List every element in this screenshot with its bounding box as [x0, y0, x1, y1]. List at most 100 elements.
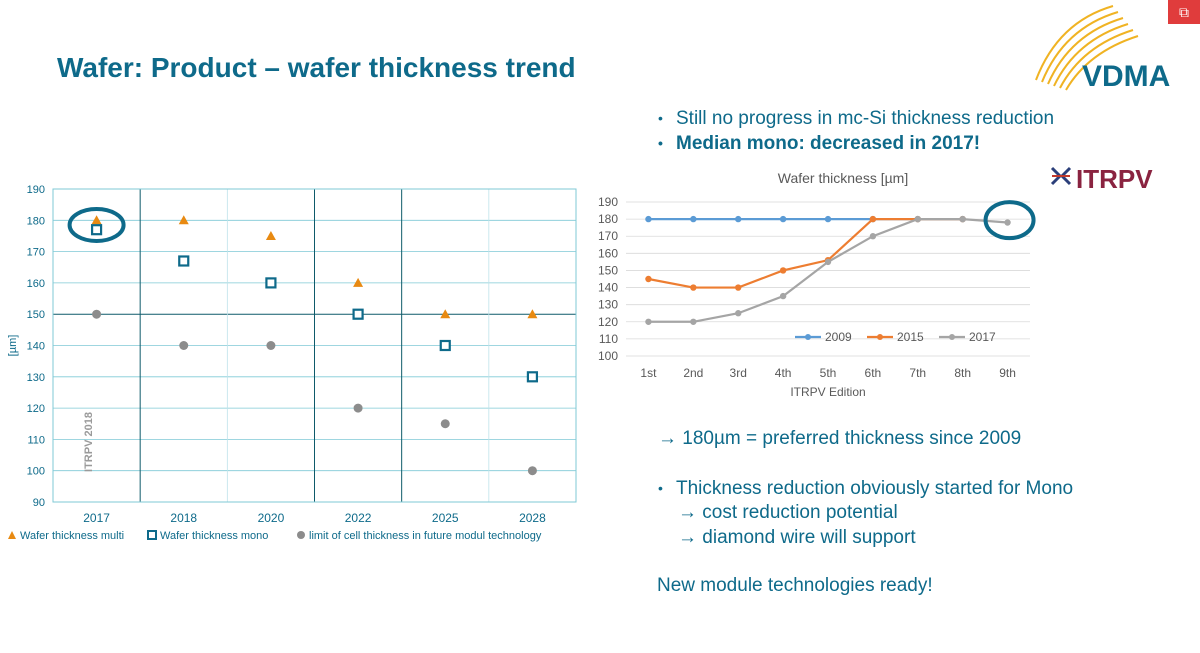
- x-tick-label: 2025: [432, 511, 459, 525]
- mono-marker: [90, 224, 103, 236]
- legend-label: Wafer thickness multi: [20, 530, 124, 542]
- y-tick-label: 140: [598, 281, 618, 295]
- x-tick-label: 3rd: [730, 366, 747, 380]
- y-tick-label: 170: [598, 229, 618, 243]
- x-tick-label: 6th: [865, 366, 882, 380]
- legend-marker-icon: [805, 334, 811, 340]
- series-point-2015: [869, 215, 877, 223]
- y-tick-label: 90: [33, 497, 45, 509]
- y-tick-label: 190: [598, 195, 618, 209]
- series-point-2015: [690, 284, 697, 291]
- legend-label: 2009: [825, 330, 852, 344]
- series-point-2017: [735, 310, 742, 317]
- y-tick-label: 100: [598, 349, 618, 363]
- y-tick-label: 110: [27, 434, 45, 446]
- highlight-ellipse: [67, 206, 126, 243]
- y-tick-label: 130: [27, 372, 45, 384]
- limit-marker: [527, 466, 537, 476]
- series-point-2009: [690, 215, 697, 223]
- x-tick-label: 2020: [258, 511, 285, 525]
- y-tick-label: 110: [599, 332, 618, 346]
- y-tick-label: 170: [27, 247, 45, 259]
- x-axis-label: ITRPV Edition: [790, 385, 865, 398]
- itrpv-edition-chart: Wafer thickness [µm] 100 110 120 130 140 150 16…: [598, 170, 1036, 398]
- series-point-2009: [779, 215, 787, 223]
- itrpv-arrows-icon: [1050, 166, 1072, 186]
- legend-label: 2015: [897, 330, 924, 344]
- preferred-thickness-note: → 180µm = preferred thickness since 2009: [658, 428, 1022, 449]
- top-bullet-list: Still no progress in mc-Si thickness red…: [658, 106, 1054, 156]
- bottom-bullet: Thickness reduction obviously started fo…: [658, 476, 1073, 501]
- closing-statement: New module technologies ready!: [657, 575, 933, 596]
- mono-marker: [439, 339, 451, 352]
- y-tick-label: 160: [598, 246, 618, 260]
- y-tick-label: 100: [27, 466, 45, 478]
- vdma-logo-text: VDMA: [1082, 60, 1170, 93]
- mono-marker: [265, 277, 277, 289]
- mono-marker: [178, 255, 190, 267]
- series-point-2017: [690, 318, 697, 325]
- top-bullet: Still no progress in mc-Si thickness red…: [658, 106, 1054, 131]
- corner-badge-icon[interactable]: ⧉: [1168, 0, 1200, 24]
- series-point-2017: [779, 292, 787, 300]
- y-tick-label: 140: [27, 341, 45, 353]
- series-point-2009: [735, 215, 742, 223]
- series-point-2017: [824, 258, 832, 266]
- itrpv-logo: ITRPV: [1050, 164, 1153, 194]
- y-tick-label: 120: [27, 403, 45, 415]
- y-axis-label: [µm]: [7, 335, 19, 357]
- series-point-2017: [1004, 219, 1011, 226]
- x-tick-label: 7th: [909, 366, 926, 380]
- multi-marker: [91, 215, 102, 225]
- y-tick-label: 120: [598, 315, 618, 329]
- mono-marker: [352, 308, 364, 320]
- series-point-2015: [779, 267, 787, 274]
- chart-title: Wafer thickness [µm]: [778, 170, 908, 186]
- legend-label: limit of cell thickness in future modul …: [309, 530, 542, 542]
- series-point-2015: [645, 275, 652, 283]
- x-tick-label: 5th: [820, 366, 837, 380]
- itrpv-logo-text: ITRPV: [1076, 164, 1153, 194]
- x-tick-label: 2nd: [683, 366, 703, 380]
- limit-marker: [353, 403, 363, 413]
- sub-line-cost: → cost reduction potential: [678, 502, 898, 523]
- series-point-2009: [645, 215, 652, 223]
- legend-marker-icon: [949, 334, 955, 340]
- series-line-2015: [648, 218, 963, 289]
- limit-marker: [92, 309, 102, 319]
- series-point-2017: [645, 318, 652, 325]
- slide-title: Wafer: Product – wafer thickness trend: [57, 52, 576, 83]
- y-tick-label: 180: [27, 215, 45, 227]
- legend-label: 2017: [969, 330, 996, 344]
- series-point-2017: [914, 215, 921, 223]
- x-tick-label: 2028: [519, 511, 546, 525]
- series-point-2015: [735, 284, 742, 291]
- multi-marker: [265, 230, 276, 240]
- x-tick-label: 4th: [775, 366, 792, 380]
- legend-multi-icon: [8, 531, 16, 539]
- multi-marker: [440, 309, 451, 319]
- legend-mono-icon: [147, 530, 157, 540]
- multi-marker: [353, 277, 364, 287]
- vdma-logo: VDMA: [1035, 5, 1170, 93]
- limit-marker: [179, 341, 189, 350]
- y-tick-label: 190: [27, 184, 45, 196]
- y-tick-label: 150: [598, 263, 618, 277]
- x-tick-label: 8th: [954, 366, 971, 380]
- plot-frame: [52, 188, 577, 503]
- legend-marker-icon: [877, 334, 883, 340]
- sub-line-diamond: → diamond wire will support: [678, 527, 916, 548]
- y-tick-label: 180: [598, 212, 618, 226]
- legend-limit-icon: [297, 531, 305, 539]
- x-tick-label: 9th: [999, 366, 1016, 380]
- series-point-2017: [959, 215, 966, 223]
- multi-marker: [527, 309, 538, 319]
- series-point-2009: [824, 215, 832, 223]
- x-tick-label: 2018: [170, 511, 197, 525]
- watermark-label: ITRPV 2018: [83, 412, 95, 472]
- limit-marker: [266, 341, 276, 350]
- x-tick-label: 2022: [345, 511, 372, 525]
- y-tick-label: 160: [27, 278, 45, 290]
- limit-marker: [440, 419, 450, 429]
- x-tick-label: 1st: [640, 366, 657, 380]
